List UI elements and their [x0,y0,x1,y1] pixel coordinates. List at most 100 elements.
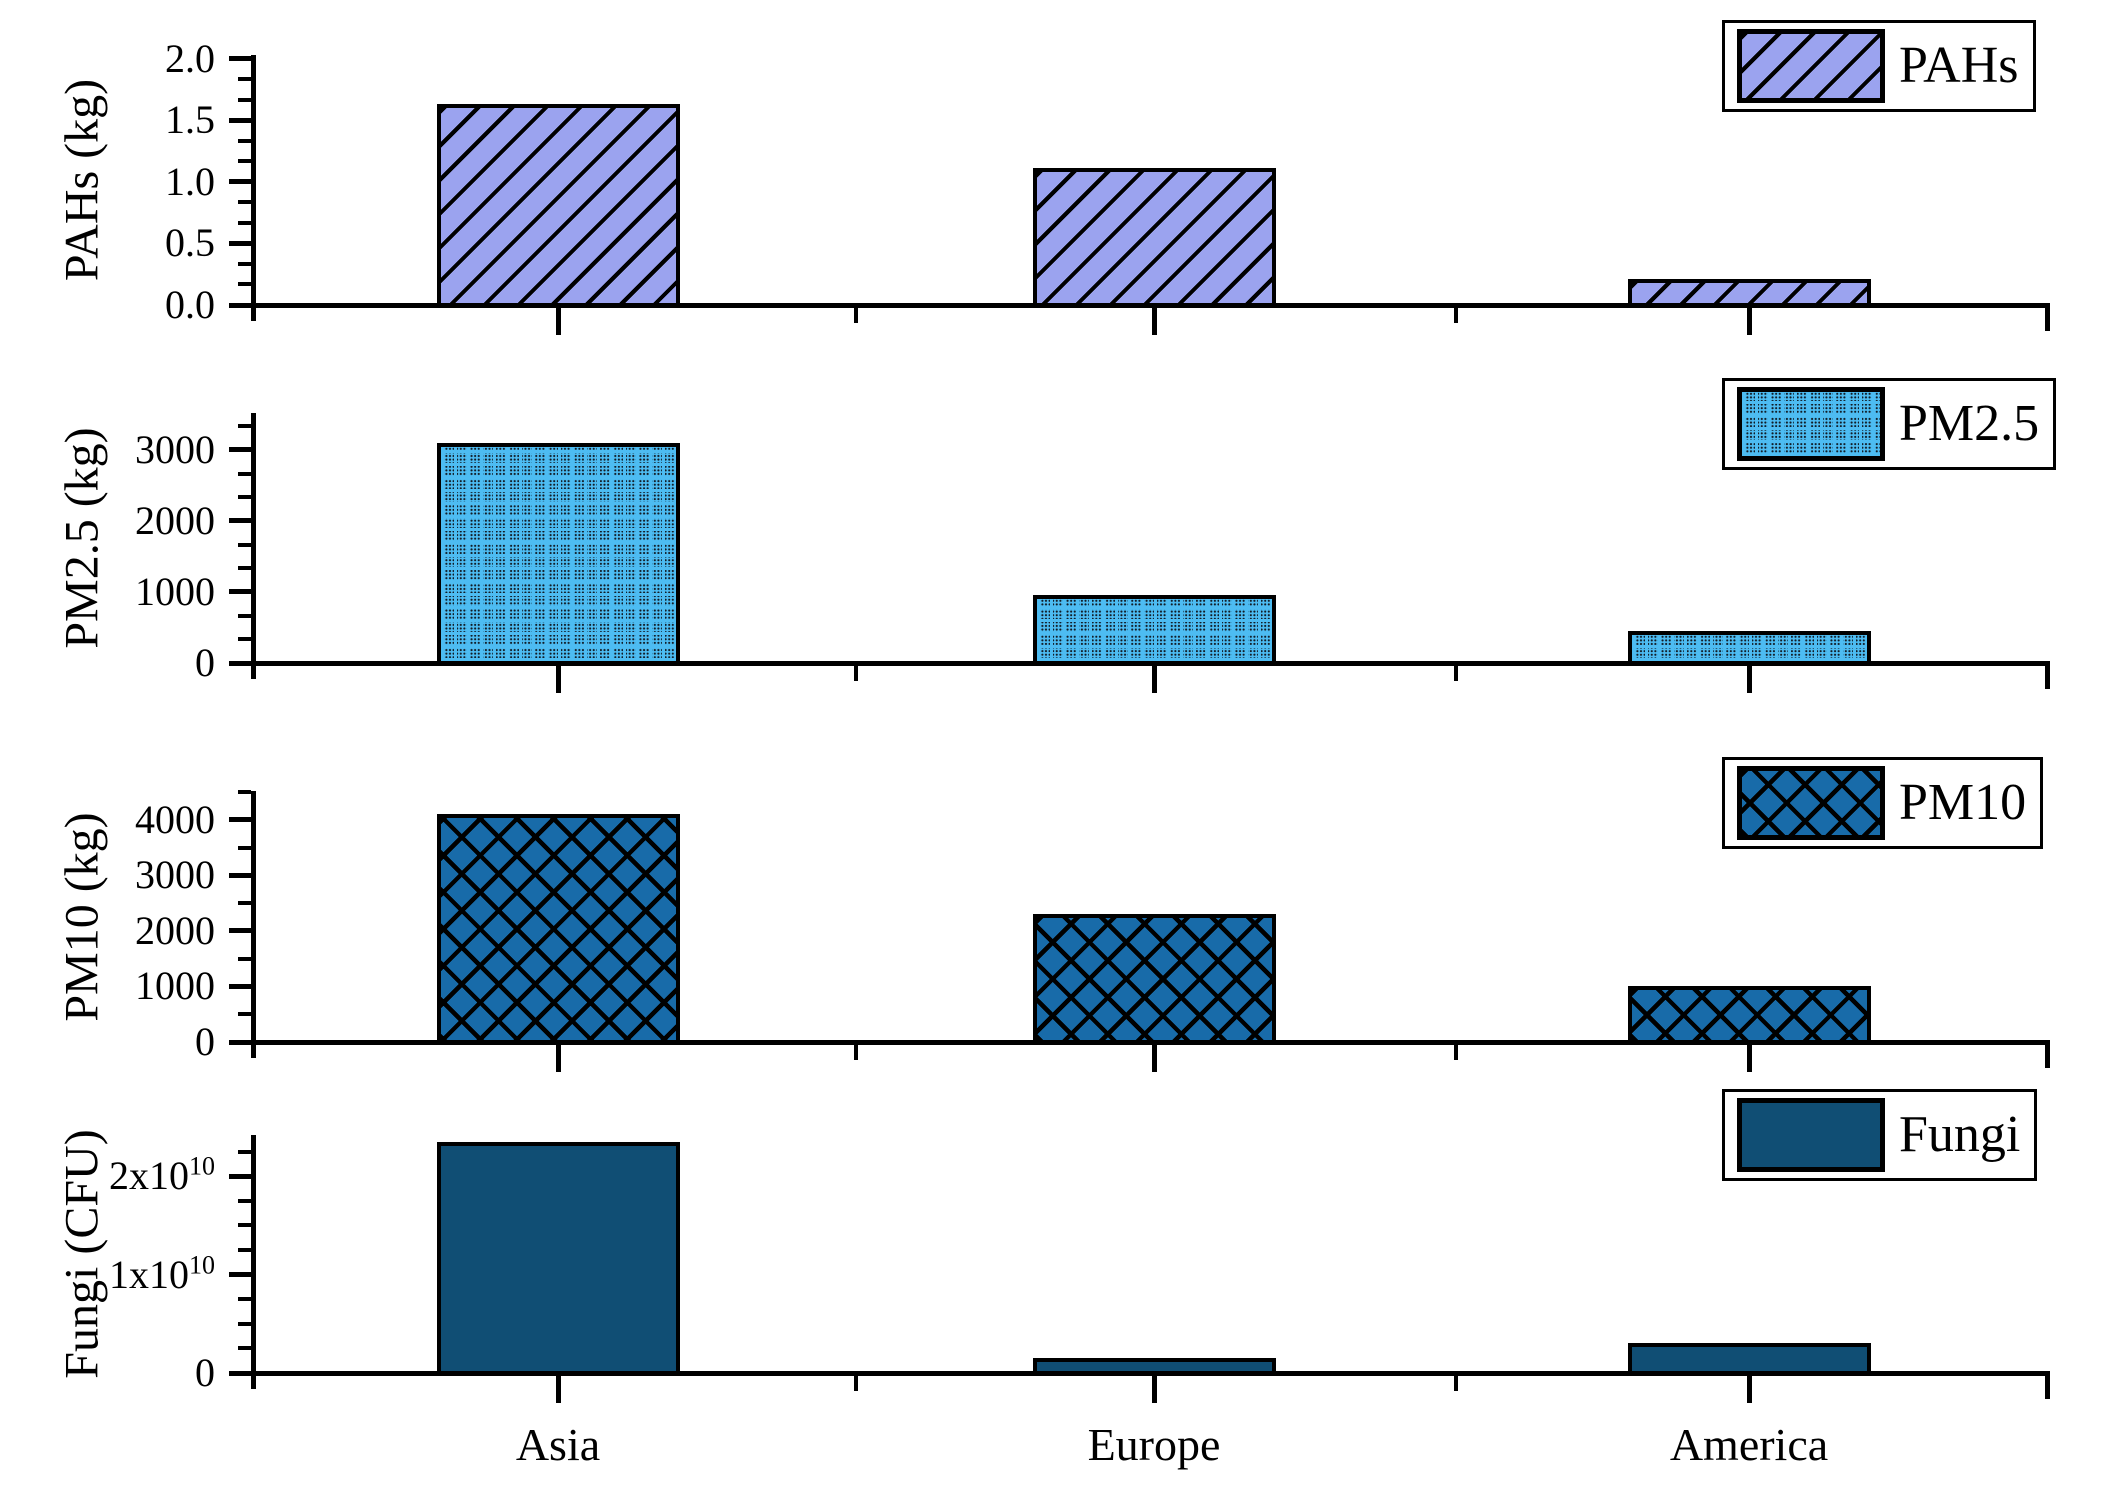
y-tick-major [229,179,251,185]
bar-asia-pm25 [436,442,680,665]
y-tick-major [229,589,251,595]
y-tick-label: 0 [195,1019,215,1064]
x-tick-america [1746,1044,1752,1072]
y-tick-label: 1000 [135,568,215,614]
x-tick-asia [555,1044,561,1072]
y-tick-minor [238,1321,251,1326]
y-tick-major [229,1370,251,1376]
bar-europe-pm10 [1032,914,1276,1044]
x-tick-europe [1151,665,1157,693]
y-tick-label: 1000 [135,963,215,1009]
x-tick-minor [854,307,858,323]
y-tick-minor [238,97,251,102]
y-tick-minor [238,261,251,266]
y-tick-minor [238,1297,251,1302]
y-axis-fungi [250,1135,256,1389]
x-axis-end-tick [2044,1044,2050,1068]
x-tick-asia [555,665,561,693]
y-tick-minor [238,1346,251,1351]
x-tick-europe [1151,1375,1157,1403]
y-tick-label: 1.0 [165,158,215,204]
y-tick-major [229,447,251,453]
x-tick-america [1746,665,1752,693]
category-label-asia: Asia [515,1419,601,1470]
y-tick-minor [238,220,251,225]
y-tick-major [229,240,251,246]
legend-swatch-fungi [1737,1098,1885,1172]
y-tick-minor [238,1012,251,1017]
y-tick-label: 1x1010 [109,1250,215,1297]
y-tick-minor [238,613,251,618]
y-tick-label: 2x1010 [109,1151,215,1199]
y-tick-label: 2000 [135,497,215,543]
x-tick-minor [854,665,858,681]
y-tick-label: 4000 [135,796,215,842]
y-tick-major [229,1039,251,1045]
y-tick-minor [238,637,251,642]
legend-label-pahs: PAHs [1899,37,2019,94]
bar-asia-fungi [436,1141,680,1375]
category-label-europe: Europe [1087,1419,1221,1470]
y-tick-major [229,1173,251,1179]
y-tick-minor [238,542,251,547]
y-tick-minor [238,1223,251,1228]
x-tick-minor [1454,665,1458,681]
x-tick-minor [1454,1375,1458,1391]
y-tick-label: 0 [195,640,215,685]
y-axis-pahs [250,55,256,321]
x-axis-end-tick [2044,665,2050,689]
y-tick-minor [238,790,251,795]
legend-swatch-pahs [1737,29,1885,103]
y-tick-minor [238,138,251,143]
legend-box-pm25: PM2.5 [1722,378,2057,470]
x-axis-end-tick [2044,307,2050,331]
y-tick-minor [238,956,251,961]
legend-label-fungi: Fungi [1899,1106,2021,1163]
y-axis-pm25 [250,413,256,679]
legend-swatch-pm25 [1737,387,1885,461]
legend-label-pm10: PM10 [1899,774,2027,831]
y-axis-title-pm25: PM2.5 (kg) [55,427,109,649]
x-tick-minor [1454,1044,1458,1060]
y-tick-minor [238,495,251,500]
x-tick-america [1746,307,1752,335]
y-tick-minor [238,1248,251,1253]
bar-europe-pahs [1032,168,1276,307]
y-tick-minor [238,471,251,476]
category-label-america: America [1669,1419,1829,1470]
y-tick-minor [238,77,251,82]
bar-asia-pm10 [436,814,680,1044]
y-tick-minor [238,1149,251,1154]
y-axis-title-pahs: PAHs (kg) [55,78,109,282]
y-tick-label: 3000 [135,852,215,898]
y-tick-minor [238,901,251,906]
x-tick-minor [854,1044,858,1060]
y-tick-label: 2.0 [165,35,215,81]
y-axis-title-pm10: PM10 (kg) [55,811,109,1022]
y-tick-label: 0.5 [165,220,215,266]
y-tick-label: 0.0 [165,282,215,327]
y-tick-major [229,660,251,666]
y-tick-minor [238,1198,251,1203]
y-tick-minor [238,200,251,205]
y-tick-minor [238,566,251,571]
y-tick-label: 3000 [135,426,215,472]
y-tick-major [229,928,251,934]
legend-swatch-pm10 [1737,766,1885,840]
bar-america-pm25 [1627,631,1871,665]
y-tick-label: 1.5 [165,97,215,143]
legend-label-pm25: PM2.5 [1899,395,2040,452]
x-tick-europe [1151,307,1157,335]
y-tick-major [229,983,251,989]
y-axis-pm10 [250,791,256,1058]
y-tick-minor [238,282,251,287]
y-tick-major [229,872,251,878]
y-tick-minor [238,424,251,429]
y-tick-label: 2000 [135,907,215,953]
y-tick-major [229,518,251,524]
legend-box-fungi: Fungi [1722,1089,2038,1181]
bar-america-fungi [1627,1343,1871,1375]
x-tick-europe [1151,1044,1157,1072]
y-axis-title-fungi: Fungi (CFU) [55,1129,109,1379]
